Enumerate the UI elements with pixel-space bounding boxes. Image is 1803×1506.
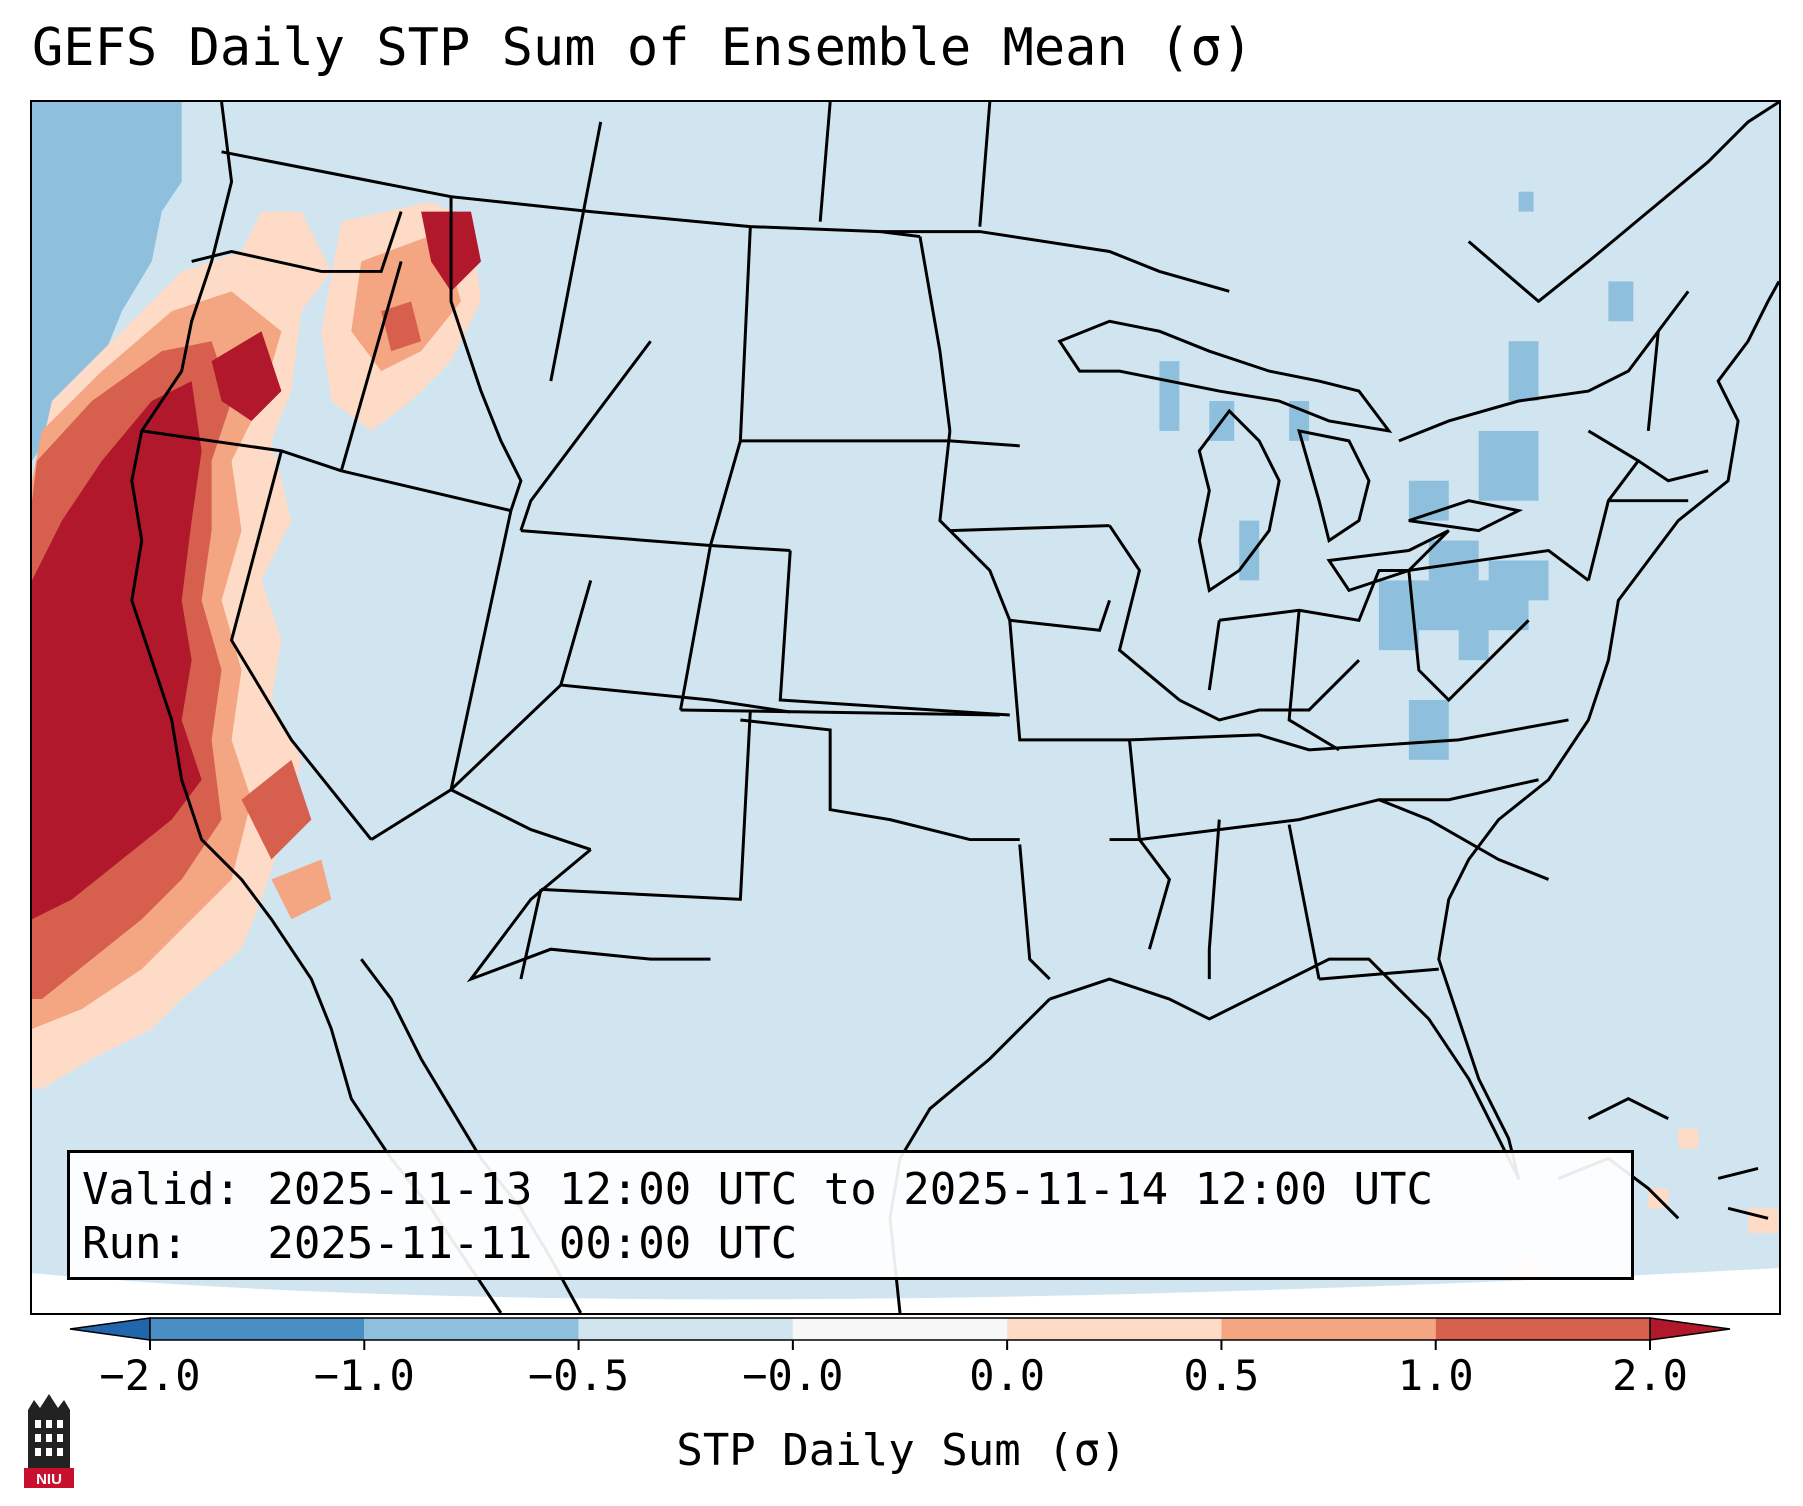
run-time-line: Run: 2025-11-11 00:00 UTC <box>82 1218 798 1269</box>
colorbar-bin <box>1007 1318 1222 1340</box>
info-box: Valid: 2025-11-13 12:00 UTC to 2025-11-1… <box>67 1150 1634 1280</box>
state-borders <box>141 102 1709 983</box>
niu-logo-text: NIU <box>36 1471 62 1488</box>
colorbar-tick-label: −0.0 <box>742 1351 843 1396</box>
colorbar-bin <box>792 1318 1008 1340</box>
colorbar-label: STP Daily Sum (σ) <box>676 1425 1127 1476</box>
colorbar-tick-label: 2.0 <box>1612 1351 1688 1396</box>
colorbar-tick-label: −0.5 <box>528 1351 629 1396</box>
colorbar-tick-label: −2.0 <box>99 1351 200 1396</box>
great-lakes <box>1057 319 1524 593</box>
west-coast-anomaly <box>32 211 332 1089</box>
offshore-negative-band <box>32 102 182 461</box>
projection-edge <box>32 1268 1779 1313</box>
colorbar-frame <box>149 1317 1651 1341</box>
colorbar-tick-label: 1.0 <box>1398 1351 1474 1396</box>
colorbar-tick-label: 0.0 <box>969 1351 1045 1396</box>
page-title: GEFS Daily STP Sum of Ensemble Mean (σ) <box>32 18 1253 78</box>
map-panel <box>30 100 1781 1315</box>
northeast-negative-anomaly <box>1159 191 1634 760</box>
colorbar-bin <box>150 1318 365 1340</box>
map-canvas <box>32 102 1779 1313</box>
colorbar-extend-low <box>69 1317 151 1341</box>
colorbar-bin <box>578 1318 793 1340</box>
colorbar-bin <box>364 1318 579 1340</box>
colorbar-tick-label: −1.0 <box>314 1351 415 1396</box>
niu-logo: NIU <box>24 1394 74 1488</box>
valid-time-line: Valid: 2025-11-13 12:00 UTC to 2025-11-1… <box>82 1164 1434 1215</box>
colorbar-ticks: −2.0 −1.0 −0.5 −0.0 0.0 0.5 1.0 2.0 <box>99 1340 1688 1396</box>
colorbar-bin <box>1435 1318 1650 1340</box>
colorbar: −2.0 −1.0 −0.5 −0.0 0.0 0.5 1.0 2.0 <box>69 1317 1731 1396</box>
colorbar-extend-high <box>1649 1317 1731 1341</box>
colorbar-bins <box>69 1317 1731 1341</box>
colorbar-tick-label: 0.5 <box>1183 1351 1259 1396</box>
colorbar-bin <box>1221 1318 1436 1340</box>
